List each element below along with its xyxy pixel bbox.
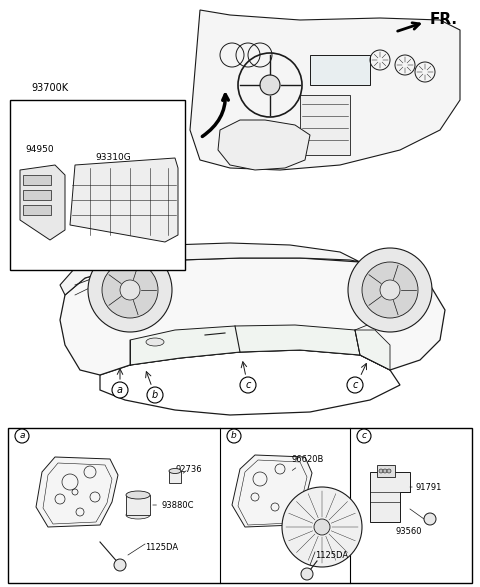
Circle shape (362, 262, 418, 318)
Polygon shape (218, 120, 310, 170)
Bar (10, 100, 185, 270)
Text: 92736: 92736 (175, 464, 202, 474)
Text: 94950: 94950 (25, 146, 54, 154)
Circle shape (387, 469, 391, 473)
Polygon shape (355, 330, 390, 370)
Text: a: a (19, 431, 25, 440)
Text: 93880C: 93880C (153, 501, 194, 510)
Text: c: c (245, 380, 251, 390)
Circle shape (347, 377, 363, 393)
Circle shape (424, 513, 436, 525)
Polygon shape (370, 472, 410, 522)
Polygon shape (190, 10, 460, 170)
Polygon shape (100, 350, 400, 415)
Circle shape (227, 429, 241, 443)
Text: c: c (352, 380, 358, 390)
Text: b: b (231, 431, 237, 440)
Text: 93310G: 93310G (95, 153, 131, 163)
Bar (8, 428, 472, 583)
Bar (23, 205, 51, 215)
Bar (300, 95, 350, 155)
Circle shape (314, 519, 330, 535)
Bar (169, 471, 181, 483)
Polygon shape (232, 455, 312, 527)
Polygon shape (60, 243, 360, 295)
Circle shape (102, 262, 158, 318)
Ellipse shape (169, 468, 181, 474)
Text: 1125DA: 1125DA (145, 542, 178, 552)
Circle shape (120, 280, 140, 300)
Text: a: a (117, 385, 123, 395)
Text: b: b (152, 390, 158, 400)
Polygon shape (20, 165, 65, 240)
Polygon shape (130, 325, 360, 365)
Text: 93560: 93560 (395, 528, 421, 537)
Circle shape (383, 469, 387, 473)
Circle shape (282, 487, 362, 567)
Polygon shape (60, 258, 445, 375)
Circle shape (380, 280, 400, 300)
Circle shape (357, 429, 371, 443)
Circle shape (348, 248, 432, 332)
Circle shape (260, 75, 280, 95)
Circle shape (114, 559, 126, 571)
Bar (126, 495, 150, 515)
Text: 91791: 91791 (410, 483, 442, 491)
Polygon shape (70, 158, 178, 242)
Text: 1125DA: 1125DA (315, 551, 348, 559)
Circle shape (88, 248, 172, 332)
Circle shape (147, 387, 163, 403)
Ellipse shape (126, 491, 150, 499)
Text: 96620B: 96620B (292, 454, 324, 470)
Circle shape (240, 377, 256, 393)
Circle shape (301, 568, 313, 580)
Bar (377, 465, 395, 477)
Bar (23, 175, 51, 185)
Ellipse shape (126, 511, 150, 519)
Bar (310, 55, 370, 85)
Text: 93700K: 93700K (31, 83, 69, 93)
Bar (23, 190, 51, 200)
Text: c: c (361, 431, 367, 440)
Polygon shape (36, 457, 118, 527)
Circle shape (112, 382, 128, 398)
Circle shape (15, 429, 29, 443)
Text: FR.: FR. (430, 12, 458, 28)
Ellipse shape (146, 338, 164, 346)
Circle shape (379, 469, 383, 473)
